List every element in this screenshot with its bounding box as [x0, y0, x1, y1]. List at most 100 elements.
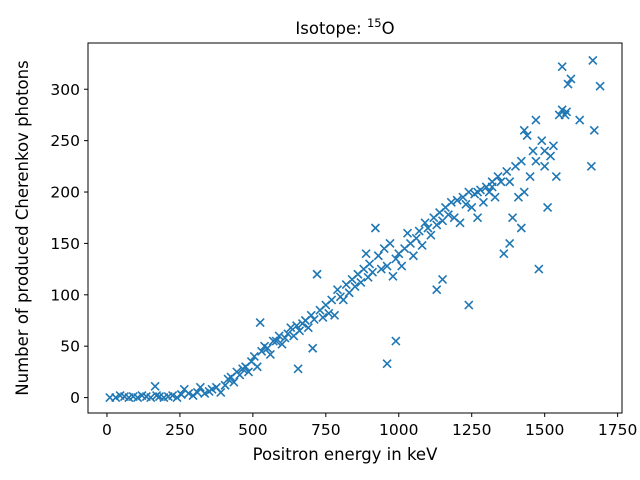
- chart-title: Isotope: 15O: [295, 16, 394, 38]
- data-point: [557, 62, 567, 72]
- x-tick-label: 1750: [598, 421, 637, 439]
- x-tick-label: 0: [102, 421, 112, 439]
- x-tick-label: 500: [238, 421, 268, 439]
- data-point: [493, 172, 503, 182]
- data-point: [350, 282, 360, 292]
- data-point: [309, 314, 319, 325]
- chart-title-prefix: Isotope:: [295, 19, 367, 38]
- x-tick-label: 1500: [525, 421, 564, 439]
- data-point: [505, 238, 515, 248]
- data-point: [172, 393, 182, 403]
- data-point: [561, 107, 572, 117]
- data-point: [277, 339, 287, 349]
- data-point: [229, 377, 239, 387]
- data-point: [332, 285, 343, 295]
- data-point: [306, 310, 316, 320]
- data-point: [303, 323, 313, 333]
- data-point: [423, 223, 433, 233]
- data-point: [388, 271, 398, 281]
- data-points: [105, 55, 605, 403]
- x-tick-label: 1000: [379, 421, 418, 439]
- data-point: [243, 367, 254, 377]
- data-point: [548, 141, 558, 151]
- data-point: [522, 130, 532, 141]
- data-point: [446, 197, 456, 207]
- data-point: [152, 390, 162, 401]
- data-point: [255, 317, 265, 328]
- data-point: [540, 161, 550, 171]
- data-point: [249, 351, 259, 362]
- data-point: [286, 323, 296, 333]
- data-point: [293, 364, 303, 374]
- data-point: [195, 382, 205, 392]
- data-point: [408, 251, 418, 261]
- data-point: [150, 381, 160, 391]
- data-point: [519, 187, 529, 197]
- data-point: [257, 346, 267, 356]
- data-point: [563, 79, 573, 89]
- data-point: [188, 390, 198, 401]
- data-point: [519, 125, 529, 135]
- data-point: [262, 343, 273, 353]
- data-point: [391, 254, 401, 264]
- y-tick-label: 250: [50, 132, 80, 150]
- x-tick-label: 1250: [452, 421, 491, 439]
- data-point: [467, 202, 477, 213]
- data-point: [443, 210, 453, 220]
- data-point: [502, 166, 512, 177]
- data-point: [589, 125, 599, 135]
- data-point: [382, 261, 392, 271]
- data-point: [385, 238, 395, 248]
- data-point: [452, 195, 462, 205]
- data-point: [370, 223, 380, 233]
- data-point: [575, 115, 585, 125]
- data-point: [543, 202, 553, 213]
- data-point: [235, 370, 245, 380]
- data-point: [391, 336, 401, 346]
- data-point: [280, 333, 290, 343]
- data-point: [271, 336, 281, 346]
- y-tick-label: 0: [70, 389, 80, 407]
- data-point: [461, 199, 471, 209]
- data-point: [496, 177, 506, 187]
- data-point: [420, 218, 430, 228]
- data-point: [216, 387, 226, 398]
- data-point: [356, 277, 366, 288]
- data-point: [472, 213, 483, 223]
- data-point: [192, 387, 202, 398]
- x-axis-label: Positron energy in keV: [253, 445, 438, 464]
- y-tick-label: 300: [50, 81, 80, 99]
- y-axis-ticks: 0 50 100 150 200 250 300: [50, 81, 88, 407]
- data-point: [411, 233, 421, 243]
- data-point: [318, 312, 328, 322]
- data-point: [551, 172, 561, 182]
- data-point: [499, 249, 509, 259]
- data-point: [516, 223, 526, 233]
- data-point: [516, 156, 526, 166]
- data-point: [531, 115, 541, 125]
- y-tick-label: 50: [60, 338, 80, 356]
- data-point: [540, 146, 550, 156]
- data-point: [437, 274, 448, 284]
- x-axis-ticks: 0 250 500 750 1000 1250 1500 1750: [102, 413, 637, 439]
- x-tick-label: 750: [311, 421, 341, 439]
- data-point: [312, 269, 322, 279]
- data-point: [595, 81, 605, 91]
- data-point: [338, 295, 348, 305]
- data-point: [308, 343, 318, 353]
- data-point: [426, 230, 436, 240]
- data-point: [534, 264, 544, 274]
- data-point: [252, 362, 262, 372]
- data-point: [528, 146, 538, 156]
- data-point: [330, 310, 340, 320]
- data-point: [464, 300, 474, 310]
- chart-title-superscript: 15: [367, 16, 382, 30]
- data-point: [417, 240, 427, 251]
- data-point: [478, 197, 488, 207]
- data-point: [464, 187, 474, 197]
- data-point: [373, 251, 383, 261]
- data-point: [531, 156, 541, 166]
- data-point: [294, 326, 305, 336]
